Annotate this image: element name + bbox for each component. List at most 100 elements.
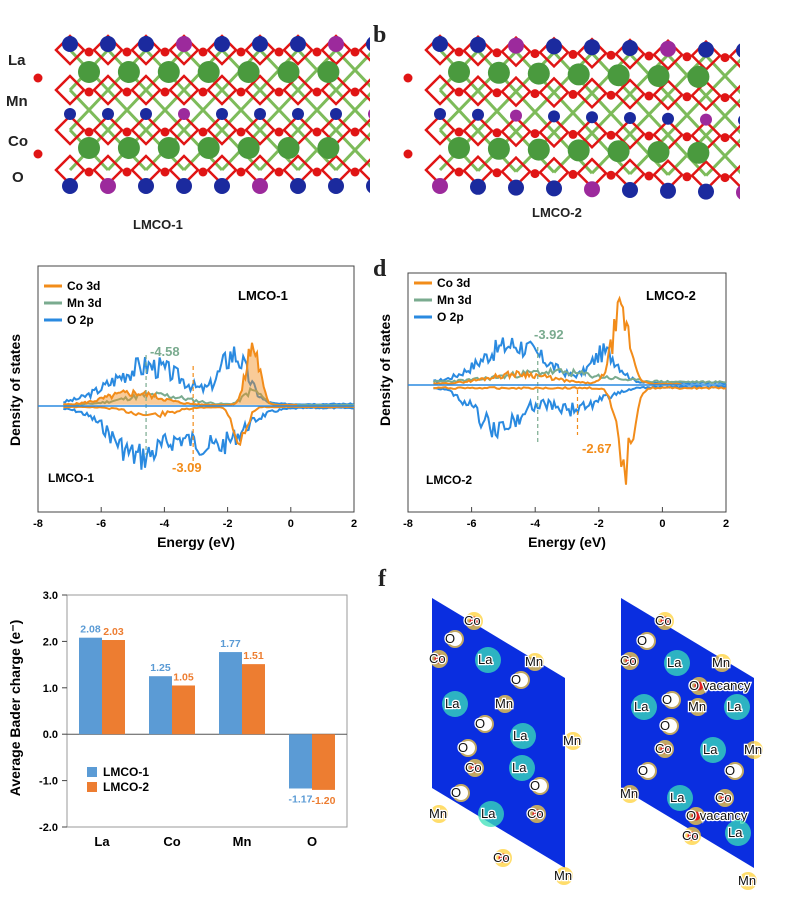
bar-lmco-1 xyxy=(79,637,102,735)
octahedron xyxy=(576,117,608,149)
bader-frame xyxy=(66,594,348,828)
o-atom xyxy=(720,173,730,183)
legend-lmco1: LMCO-1 xyxy=(103,765,149,779)
charge-core xyxy=(693,702,703,712)
o-atom xyxy=(236,167,246,177)
map-label: Co xyxy=(527,806,544,821)
x-tick-label: -4 xyxy=(530,518,541,530)
charge-blob xyxy=(725,820,751,846)
o-atom xyxy=(682,132,692,142)
octahedron xyxy=(728,84,740,109)
map-label: La xyxy=(481,806,496,821)
charge-core xyxy=(469,616,479,626)
o2p-down-curve xyxy=(63,406,355,470)
bar-lmco-2 xyxy=(242,664,265,735)
co-atom xyxy=(176,36,192,52)
mn-atom xyxy=(290,178,306,194)
octahedron xyxy=(168,114,200,146)
o-atom xyxy=(274,167,284,177)
o-atom xyxy=(350,47,360,57)
la-atom xyxy=(567,63,590,86)
dos-d-ylabel: Density of states xyxy=(377,314,393,426)
dos-c-co-center: -3.09 xyxy=(172,460,202,475)
o-atom xyxy=(274,47,284,57)
dos-d-frame xyxy=(407,272,727,513)
la-atom xyxy=(607,140,630,163)
o-atom xyxy=(530,129,540,139)
octahedron xyxy=(500,75,532,108)
mn-atom xyxy=(138,178,154,194)
map-label: La xyxy=(478,652,493,667)
charge-core xyxy=(530,657,540,667)
o-atom xyxy=(350,167,360,177)
category-label: La xyxy=(94,834,110,849)
mn-atom xyxy=(102,108,114,120)
octahedron xyxy=(206,114,238,146)
co-atom xyxy=(178,108,190,120)
mn-atom xyxy=(698,183,714,200)
mn-atom xyxy=(622,182,638,198)
y-tick-label: 2.0 xyxy=(43,636,58,648)
charge-core xyxy=(532,809,542,819)
mn-atom xyxy=(434,108,446,120)
co-atom xyxy=(368,109,370,119)
charge-blob xyxy=(509,755,535,781)
map-label: Co xyxy=(655,741,672,756)
mn-atom xyxy=(292,108,304,120)
o-atom xyxy=(84,127,94,137)
la-atom xyxy=(687,65,710,88)
mn-atom xyxy=(586,111,598,124)
co-atom xyxy=(510,109,522,122)
o-marker xyxy=(533,779,547,793)
o-atom xyxy=(274,87,284,97)
map-label: O xyxy=(530,778,540,793)
bader-chart: Average Bader charge (e⁻) 3.0 2.0 1.0 0.0 -1… xyxy=(7,590,348,849)
crystal-structure-lmco2 xyxy=(403,34,740,200)
la-atom xyxy=(237,137,260,159)
y-tick-label: -2.0 xyxy=(39,822,58,834)
co-atom xyxy=(700,113,712,126)
map-label: La xyxy=(728,825,743,840)
octahedron xyxy=(728,124,740,149)
la-atom xyxy=(527,138,550,161)
map-label: Mn xyxy=(495,696,513,711)
legend-co3d: Co 3d xyxy=(67,279,100,293)
co-atom xyxy=(328,36,344,52)
map-label: La xyxy=(445,696,460,711)
mn-atom xyxy=(366,37,370,51)
x-tick-label: -8 xyxy=(403,518,413,530)
dos-c-ylabel: Density of states xyxy=(7,334,23,446)
y-tick-label: -1.0 xyxy=(39,776,58,788)
dos-c-xlabel: Energy (eV) xyxy=(157,534,235,550)
octahedron xyxy=(538,156,570,189)
la-atom xyxy=(277,61,300,83)
map-label: O xyxy=(445,631,455,646)
mn-atom xyxy=(546,38,562,55)
co-atom xyxy=(584,181,600,198)
la-atom xyxy=(647,141,670,163)
map-label: Mn xyxy=(429,806,447,821)
o-marker xyxy=(728,764,742,778)
dos-d-inner-label: LMCO-2 xyxy=(646,288,696,303)
mn-atom xyxy=(62,36,78,52)
map-label: Co xyxy=(620,653,637,668)
bar-lmco-1 xyxy=(219,652,242,735)
octahedron xyxy=(130,74,162,106)
map-label: Co xyxy=(429,651,446,666)
o-atom xyxy=(33,149,43,159)
mn-atom xyxy=(254,108,266,120)
mn-atom xyxy=(624,112,636,124)
o-atom xyxy=(160,87,170,97)
o-atom xyxy=(84,47,94,57)
x-tick-label: -2 xyxy=(223,518,233,530)
mn-atom xyxy=(470,178,486,195)
element-label-co: Co xyxy=(8,133,28,150)
la-atom xyxy=(237,61,260,83)
charge-blob xyxy=(478,801,504,827)
o-atom xyxy=(492,48,502,58)
mn-atom xyxy=(330,108,342,120)
o-atom xyxy=(568,89,578,99)
mn-atom xyxy=(736,43,740,58)
charge-core xyxy=(434,654,444,664)
co-atom xyxy=(432,178,448,194)
